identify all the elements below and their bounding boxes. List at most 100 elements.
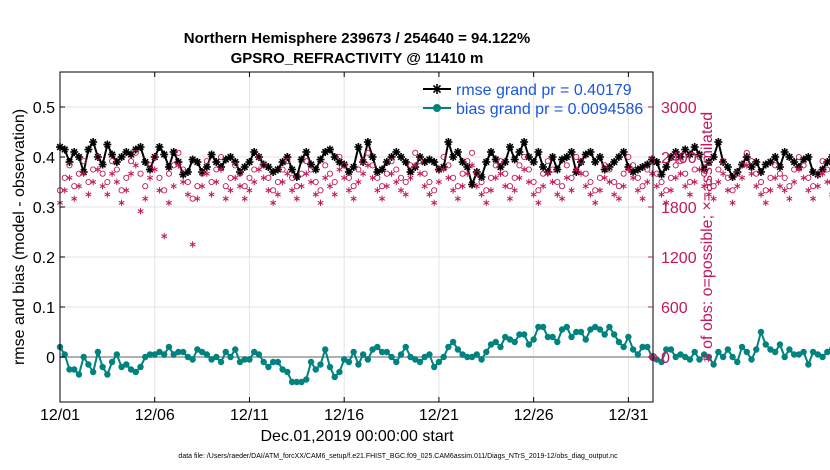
possible-obs-point: [724, 174, 731, 181]
series-3: [56, 162, 830, 248]
possible-obs-point: [734, 170, 741, 177]
bias-point: [108, 358, 116, 366]
possible-obs-point: [454, 183, 461, 190]
y-right-tick-label: 2400: [661, 150, 697, 167]
bias-point: [511, 338, 518, 346]
possible-obs-point: [151, 153, 158, 161]
bias-point: [312, 366, 319, 373]
bias-point: [440, 353, 447, 361]
bias-point: [435, 358, 443, 366]
possible-obs-point: [639, 183, 646, 190]
bias-point: [75, 371, 83, 378]
possible-obs-point: [284, 158, 291, 165]
possible-obs-point: [118, 187, 125, 194]
bias-point: [800, 348, 807, 356]
bias-point: [416, 358, 424, 366]
bias-point: [113, 351, 121, 358]
bias-point: [582, 336, 589, 343]
bias-point: [71, 366, 78, 373]
possible-obs-point: [165, 170, 172, 177]
possible-obs-point: [791, 166, 798, 173]
y-tick-label: 0.3: [33, 200, 55, 217]
possible-obs-point: [184, 178, 191, 186]
possible-obs-point: [753, 170, 760, 177]
possible-obs-point: [251, 166, 258, 173]
possible-obs-point: [435, 166, 442, 173]
possible-obs-point: [137, 170, 144, 177]
possible-obs-point: [748, 158, 755, 165]
bias-point: [142, 353, 149, 361]
possible-obs-point: [265, 174, 272, 181]
bias-point: [544, 333, 552, 341]
bias-point: [667, 346, 675, 353]
possible-obs-point: [208, 178, 215, 186]
bias-point: [819, 353, 826, 361]
bias-point: [781, 353, 788, 361]
series-1: [56, 323, 830, 386]
possible-obs-point: [701, 170, 708, 177]
possible-obs-point: [630, 162, 637, 169]
bias-point: [814, 351, 822, 358]
possible-obs-point: [544, 158, 551, 165]
possible-obs-point: [402, 178, 409, 186]
bias-point: [663, 346, 670, 353]
bias-point: [99, 363, 106, 371]
possible-obs-point: [289, 174, 296, 181]
possible-obs-point: [326, 170, 334, 177]
possible-obs-point: [345, 174, 352, 181]
bias-point: [464, 353, 471, 361]
grid: [59, 72, 653, 402]
possible-obs-point: [104, 178, 111, 186]
bias-point: [203, 351, 211, 358]
bias-point: [710, 361, 717, 368]
bias-point: [298, 378, 305, 386]
bias-point: [629, 346, 637, 353]
possible-obs-point: [80, 158, 87, 165]
bias-point: [213, 353, 220, 361]
possible-obs-point: [710, 183, 717, 190]
bias-point: [317, 361, 324, 368]
possible-obs-point: [317, 187, 324, 194]
possible-obs-point: [762, 187, 769, 194]
possible-obs-point: [175, 149, 182, 156]
legend: rmse grand pr = 0.40179 bias grand pr = …: [423, 82, 643, 118]
possible-obs-point: [497, 158, 504, 165]
possible-obs-point: [426, 178, 433, 186]
possible-obs-point: [649, 158, 656, 165]
possible-obs-point: [459, 170, 466, 177]
bias-point: [776, 341, 784, 348]
y-tick-label: 0.5: [33, 100, 55, 117]
possible-obs-point: [814, 170, 821, 177]
possible-obs-point: [336, 153, 343, 161]
possible-obs-point: [611, 178, 618, 186]
possible-obs-point: [355, 166, 362, 173]
bias-point: [421, 353, 428, 361]
bias-point: [179, 348, 187, 356]
possible-obs-point: [521, 153, 528, 161]
bias-point: [686, 356, 694, 363]
bias-point: [293, 378, 301, 386]
possible-obs-point: [298, 170, 305, 177]
possible-obs-point: [776, 170, 783, 177]
bias-point: [194, 346, 201, 353]
bias-point: [506, 336, 514, 343]
y-tick-label: 0.2: [33, 250, 55, 267]
bias-point: [127, 366, 135, 373]
possible-obs-point: [506, 183, 514, 190]
plot-frame: [59, 71, 654, 403]
bias-point: [478, 356, 485, 363]
bias-point: [165, 343, 173, 351]
possible-obs-point: [511, 174, 518, 181]
bias-point: [66, 366, 73, 373]
bias-point: [719, 353, 727, 361]
possible-obs-point: [487, 174, 495, 181]
series-2: [56, 149, 830, 202]
bias-point: [748, 356, 755, 363]
possible-obs-point: [360, 158, 367, 165]
possible-obs-point: [615, 183, 622, 190]
bias-point: [677, 351, 684, 358]
x-axis-label: Dec.01,2019 00:00:00 start: [260, 428, 454, 445]
bias-point: [284, 368, 291, 376]
bias-point: [762, 341, 769, 348]
legend-bias-marker: [433, 104, 441, 112]
